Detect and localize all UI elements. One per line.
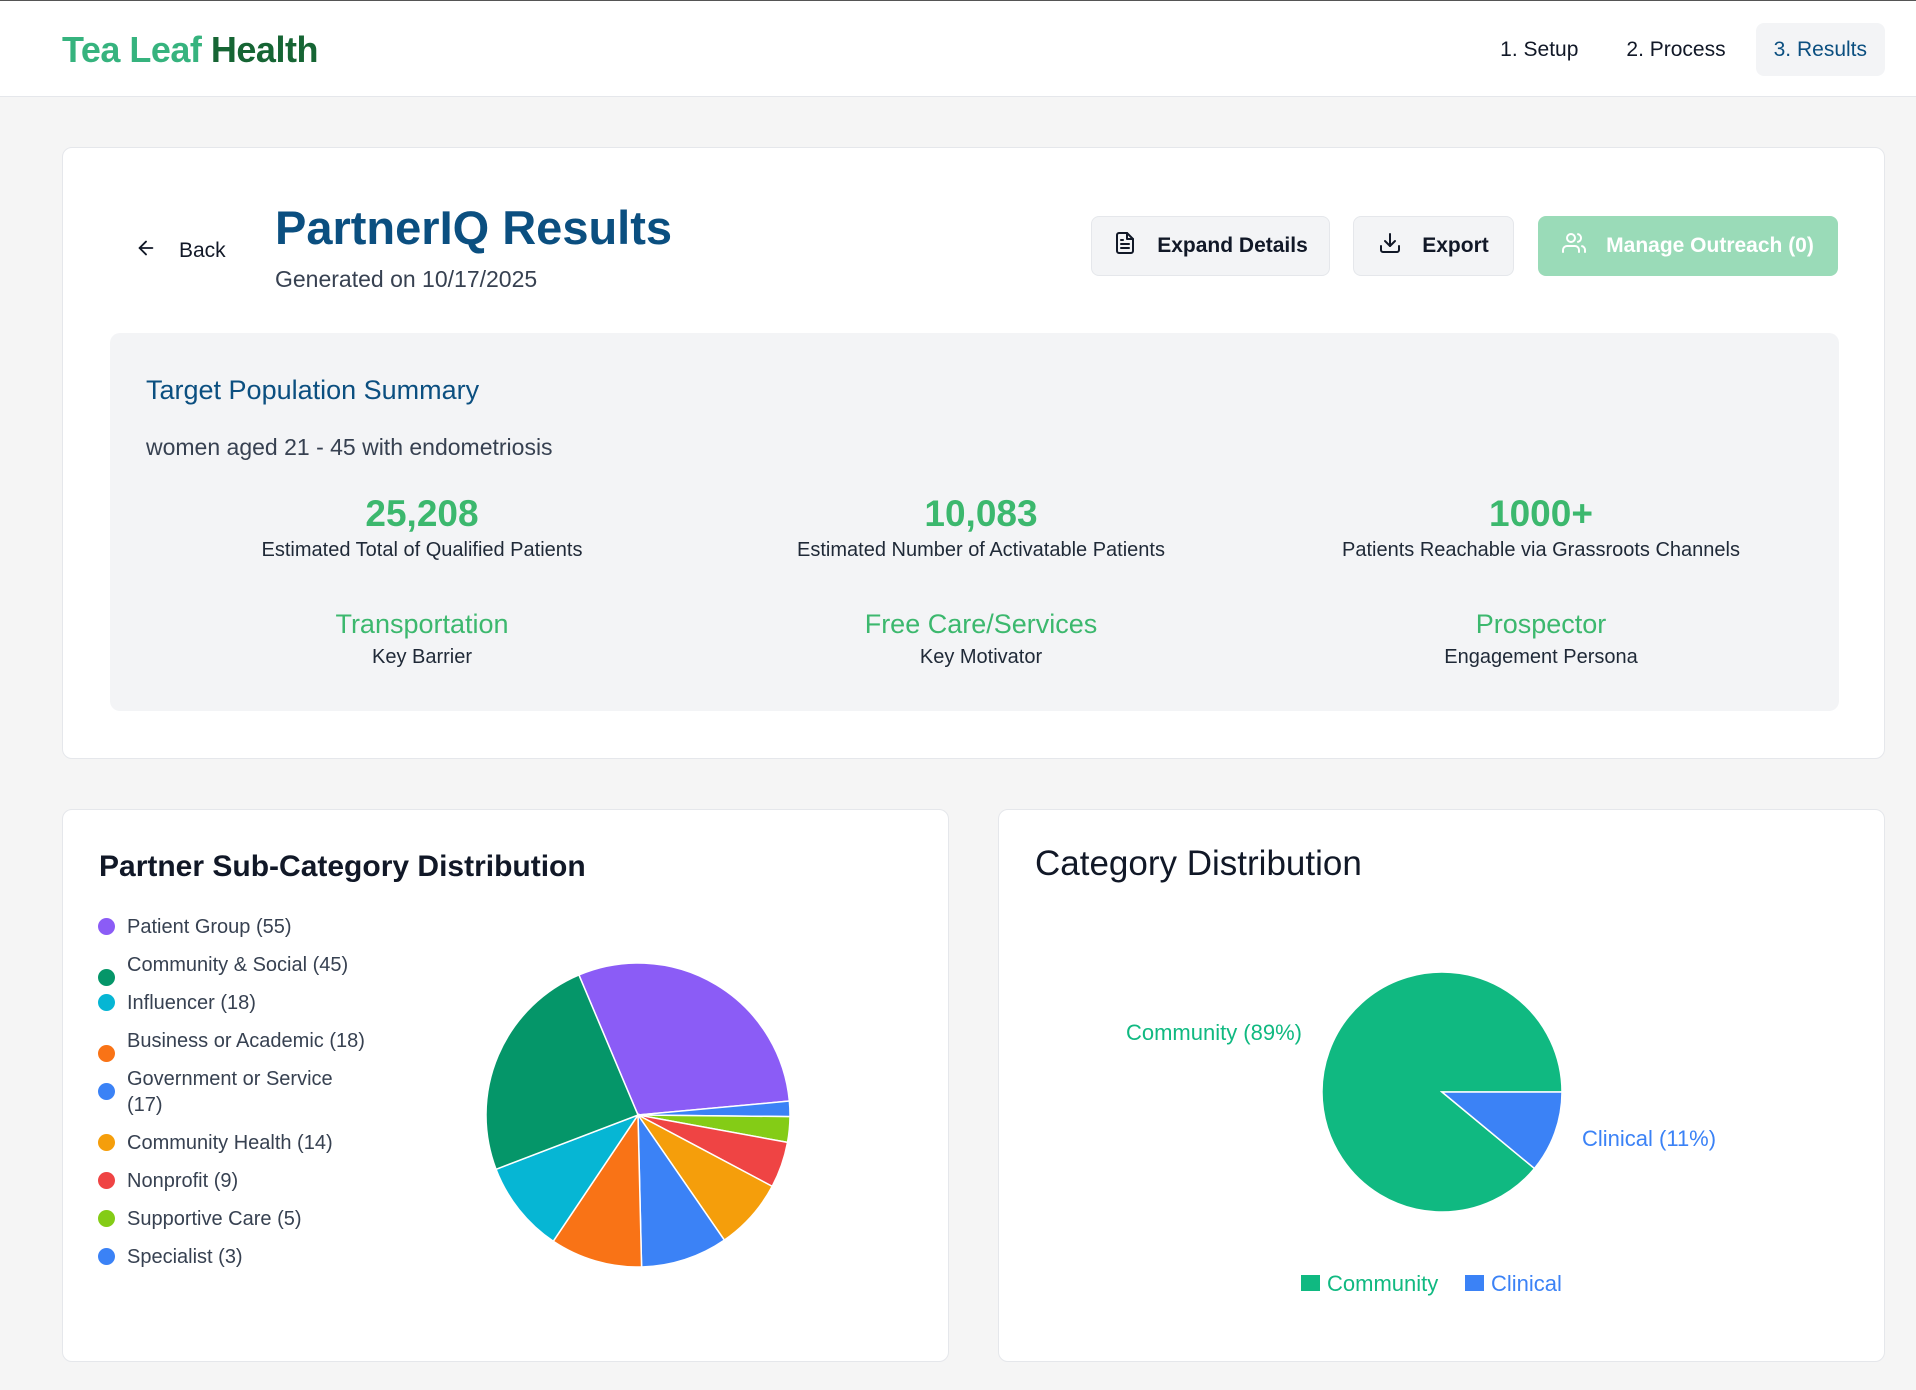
- export-button[interactable]: Export: [1353, 216, 1514, 276]
- insight-key-motivator: Free Care/Services Key Motivator: [701, 609, 1261, 669]
- users-icon: [1562, 231, 1587, 261]
- legend-dot: [98, 1083, 115, 1100]
- legend-item[interactable]: Influencer (18): [98, 990, 368, 1016]
- legend-item[interactable]: Community & Social (45): [98, 952, 368, 986]
- legend-dot: [98, 994, 115, 1011]
- step-setup[interactable]: 1. Setup: [1500, 37, 1579, 61]
- legend-item[interactable]: Business or Academic (18): [98, 1028, 368, 1062]
- insight-value: Prospector: [1475, 609, 1607, 639]
- insight-label: Key Motivator: [919, 646, 1043, 668]
- insight-label: Engagement Persona: [1444, 646, 1638, 668]
- back-label: Back: [179, 239, 226, 262]
- expand-details-button[interactable]: Expand Details: [1091, 216, 1330, 276]
- stat-value: 10,083: [924, 493, 1038, 534]
- legend-label[interactable]: Clinical: [1491, 1271, 1562, 1296]
- legend-label: Specialist (3): [127, 1246, 243, 1268]
- legend-dot: [98, 1134, 115, 1151]
- subcategory-pie-chart: [485, 962, 791, 1268]
- legend-swatch[interactable]: [1465, 1275, 1484, 1291]
- legend-label: Business or Academic (18): [127, 1030, 365, 1052]
- stat-label: Patients Reachable via Grassroots Channe…: [1342, 539, 1740, 561]
- summary-description: women aged 21 - 45 with endometriosis: [146, 434, 553, 460]
- top-bar: Tea Leaf Health 1. Setup 2. Process 3. R…: [0, 0, 1916, 97]
- target-population-summary: Target Population Summary women aged 21 …: [110, 333, 1839, 711]
- category-pie-chart: Community (89%) Clinical (11%) Community Cl…: [1126, 971, 1716, 1296]
- step-process[interactable]: 2. Process: [1626, 37, 1726, 61]
- stat-reachable-patients: 1000+ Patients Reachable via Grassroots …: [1261, 493, 1821, 562]
- stat-qualified-patients: 25,208 Estimated Total of Qualified Pati…: [142, 493, 702, 562]
- subcategory-chart-title: Partner Sub-Category Distribution: [99, 850, 586, 883]
- generated-date: Generated on 10/17/2025: [275, 266, 538, 292]
- download-icon: [1378, 231, 1402, 261]
- category-chart-card: Community (89%) Clinical (11%) Community Cl…: [998, 809, 1885, 1362]
- slice-label-clinical: Clinical (11%): [1582, 1126, 1716, 1151]
- pie-slice[interactable]: [577, 962, 791, 1116]
- brand-logo[interactable]: Tea Leaf Health: [62, 29, 318, 71]
- brand-name-part2: Health: [210, 29, 319, 70]
- pie-slice-clinical[interactable]: [1439, 1091, 1563, 1170]
- legend-label: Community & Social (45): [127, 954, 349, 976]
- legend-item[interactable]: Government or Service (17): [98, 1066, 368, 1118]
- document-icon: [1113, 231, 1137, 261]
- legend-label: Supportive Care (5): [127, 1208, 302, 1230]
- legend-dot: [98, 918, 115, 935]
- legend-label: Patient Group (55): [127, 916, 292, 938]
- subcategory-chart-card: Partner Sub-Category Distribution Patien…: [62, 809, 949, 1362]
- category-chart-title: Category Distribution: [1035, 844, 1362, 883]
- stat-label: Estimated Total of Qualified Patients: [261, 539, 583, 561]
- insight-key-barrier: Transportation Key Barrier: [142, 609, 702, 669]
- legend-label: Nonprofit (9): [127, 1170, 239, 1192]
- legend-label: Community Health (14): [127, 1132, 333, 1154]
- stat-value: 25,208: [365, 493, 479, 534]
- pie-slice[interactable]: [637, 1112, 726, 1268]
- insight-value: Transportation: [335, 609, 509, 639]
- results-card: Back PartnerIQ Results Generated on 10/1…: [62, 147, 1885, 759]
- legend-item[interactable]: Community Health (14): [98, 1130, 368, 1156]
- insight-label: Key Barrier: [371, 646, 473, 668]
- slice-label-community: Community (89%): [1126, 1020, 1302, 1045]
- arrow-left-icon: [135, 237, 157, 265]
- legend-label[interactable]: Community: [1327, 1271, 1438, 1296]
- stat-label: Estimated Number of Activatable Patients: [797, 539, 1165, 561]
- brand-name-part1: Tea Leaf: [62, 29, 202, 70]
- legend-swatch[interactable]: [1301, 1275, 1320, 1291]
- legend-dot: [98, 1248, 115, 1265]
- manage-outreach-button[interactable]: Manage Outreach (0): [1538, 216, 1838, 276]
- legend-item[interactable]: Supportive Care (5): [98, 1206, 368, 1232]
- export-label: Export: [1422, 234, 1489, 257]
- legend-dot: [98, 1045, 115, 1062]
- legend-dot: [98, 969, 115, 986]
- back-button[interactable]: Back: [135, 233, 226, 269]
- stat-value: 1000+: [1489, 493, 1593, 534]
- insight-engagement-persona: Prospector Engagement Persona: [1261, 609, 1821, 669]
- manage-outreach-label: Manage Outreach (0): [1606, 234, 1814, 257]
- insight-value: Free Care/Services: [864, 609, 1098, 639]
- legend-dot: [98, 1172, 115, 1189]
- step-results[interactable]: 3. Results: [1755, 23, 1885, 76]
- legend-dot: [98, 1210, 115, 1227]
- pie-slice[interactable]: [495, 1113, 640, 1243]
- expand-details-label: Expand Details: [1157, 234, 1308, 257]
- pie-slice[interactable]: [485, 973, 639, 1171]
- summary-title: Target Population Summary: [146, 375, 480, 405]
- stat-activatable-patients: 10,083 Estimated Number of Activatable P…: [701, 493, 1261, 562]
- legend-item[interactable]: Specialist (3): [98, 1244, 368, 1270]
- pie-slice[interactable]: [552, 1112, 643, 1268]
- step-nav: 1. Setup 2. Process 3. Results: [1482, 23, 1885, 76]
- legend-item[interactable]: Nonprofit (9): [98, 1168, 368, 1194]
- page-title: PartnerIQ Results: [275, 201, 673, 254]
- legend-label: Government or Service (17): [127, 1068, 333, 1116]
- legend-item[interactable]: Patient Group (55): [98, 914, 368, 940]
- subcategory-legend: Patient Group (55) Community & Social (4…: [98, 914, 368, 1270]
- legend-label: Influencer (18): [127, 992, 256, 1014]
